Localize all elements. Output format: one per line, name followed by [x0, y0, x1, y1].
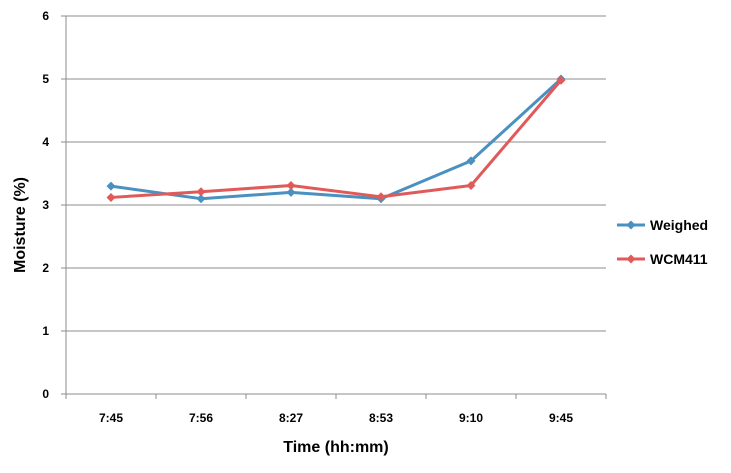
series-line: [110, 77, 563, 201]
series-wcm411: [106, 75, 566, 202]
y-tick-label: 2: [42, 261, 49, 275]
x-tick-label: 9:10: [459, 411, 483, 425]
data-point: [196, 194, 206, 204]
data-point: [556, 75, 566, 85]
series-line: [110, 79, 563, 199]
x-tick-label: 7:56: [189, 411, 213, 425]
legend: Weighed WCM411: [617, 217, 708, 267]
x-axis-title: Time (hh:mm): [283, 439, 388, 456]
x-tick-label: 8:27: [279, 411, 303, 425]
y-tick-label: 6: [42, 9, 49, 23]
data-point: [286, 180, 296, 190]
y-axis-title: Moisture (%): [12, 177, 29, 273]
data-point: [286, 187, 296, 197]
x-tick-label: 9:45: [549, 411, 573, 425]
data-point: [106, 181, 116, 191]
series-weighed: [106, 74, 566, 204]
gridlines: [66, 15, 606, 332]
data-point: [376, 192, 386, 202]
y-tick-label: 1: [42, 324, 49, 338]
legend-label: Weighed: [650, 217, 708, 233]
axes: 0 1 2 3 4 5 6 7:45 7:56 8:27 8:53 9:10 9:45: [42, 9, 607, 425]
y-tick-label: 3: [42, 198, 49, 212]
x-tick-label: 8:53: [369, 411, 393, 425]
legend-item: Weighed: [617, 217, 708, 233]
data-point: [106, 192, 116, 202]
legend-marker: [626, 254, 636, 264]
y-tick-label: 5: [42, 72, 49, 86]
data-point: [196, 187, 206, 197]
series-group: [106, 74, 566, 204]
y-tick-label: 4: [42, 135, 49, 149]
legend-label: WCM411: [650, 251, 708, 267]
data-point: [466, 156, 476, 166]
data-point: [466, 180, 476, 190]
legend-item: WCM411: [617, 251, 708, 267]
legend-marker: [626, 220, 636, 230]
y-tick-label: 0: [42, 387, 49, 401]
x-tick-label: 7:45: [99, 411, 123, 425]
